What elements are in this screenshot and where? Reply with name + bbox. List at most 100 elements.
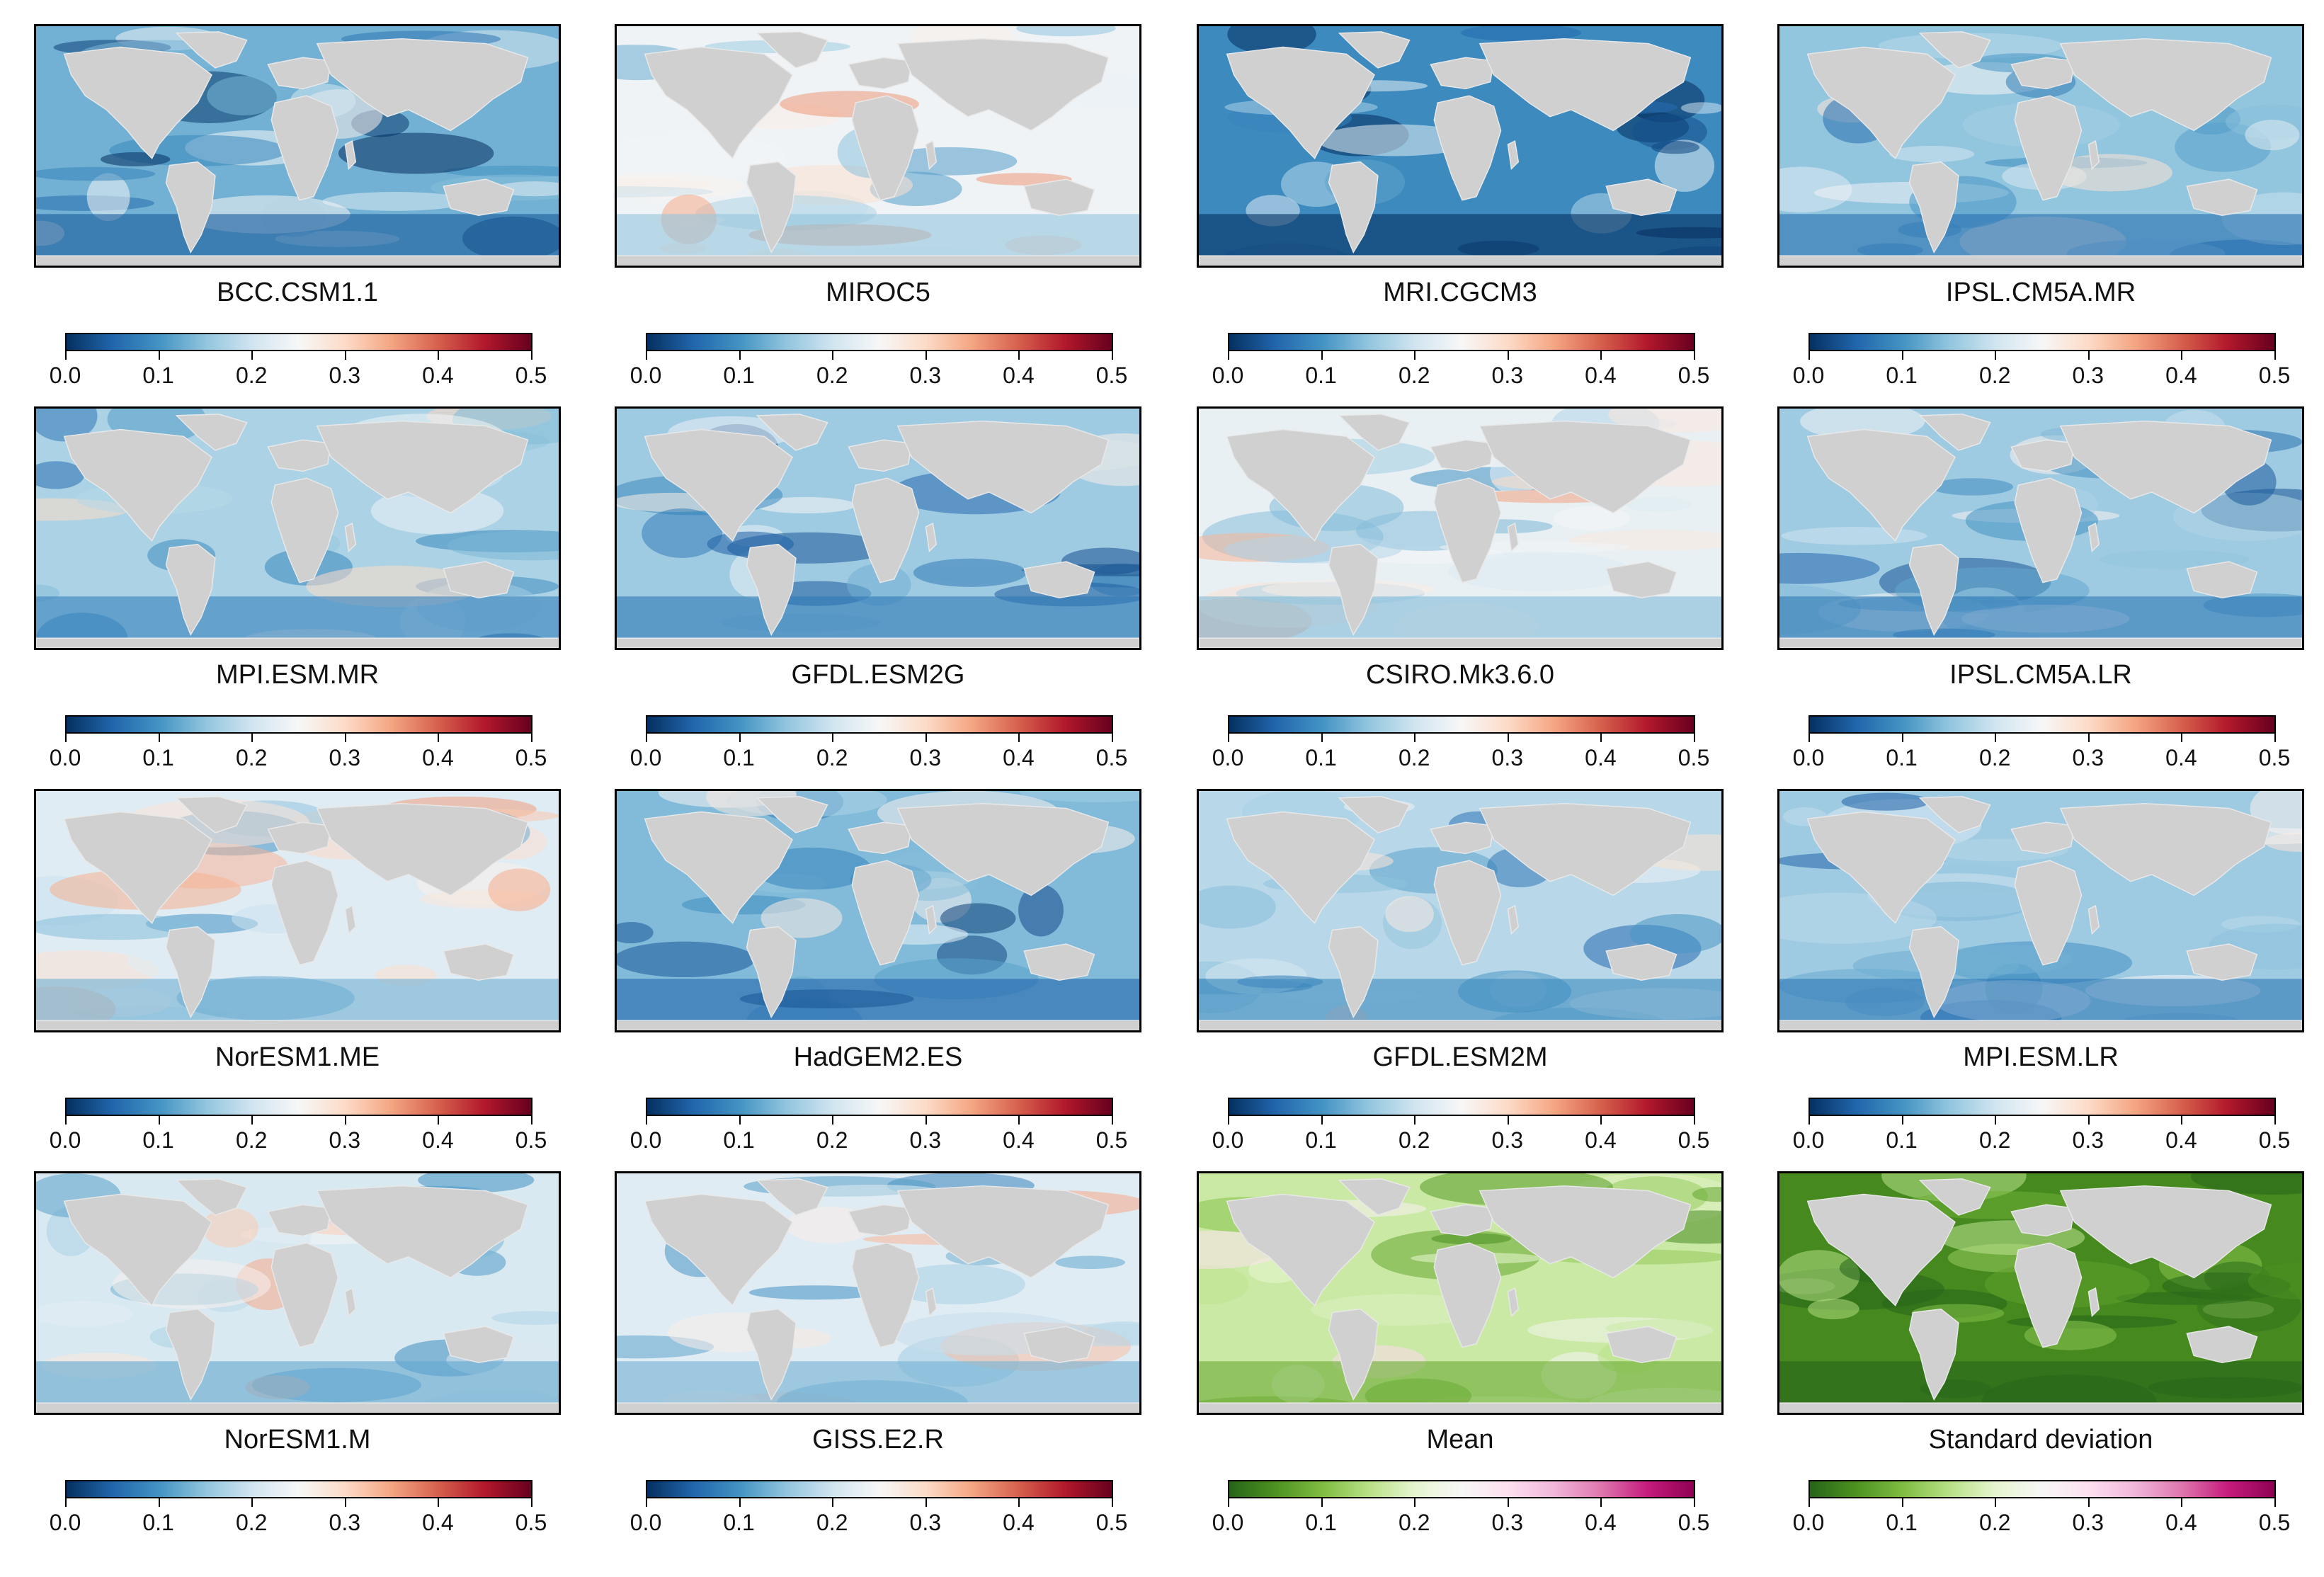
land-mass-5	[1479, 802, 1692, 896]
ocean-anomaly-7	[1808, 1298, 1859, 1320]
colorbar-tick	[65, 351, 67, 360]
colorbar-tick	[1600, 734, 1602, 742]
map-frame	[1777, 24, 2304, 268]
colorbar-tick-label: 0.3	[329, 363, 361, 388]
colorbar-tick	[2087, 734, 2090, 742]
land-mass-4	[1433, 95, 1502, 201]
colorbar-tick-label: 0.2	[816, 363, 848, 388]
land-mass-6	[1605, 1326, 1678, 1364]
land-mass-6	[443, 1326, 515, 1364]
colorbar-tick	[2181, 1498, 2183, 1507]
colorbar-tick	[158, 734, 160, 742]
land-mass-4	[2014, 860, 2083, 966]
panel-title: GFDL.ESM2M	[1372, 1042, 1548, 1072]
land-mass-1	[175, 414, 248, 451]
panel-title: MPI.ESM.LR	[1963, 1042, 2119, 1072]
colorbar-tick-label: 0.3	[2072, 1127, 2104, 1153]
colorbar-tick	[1995, 1498, 1997, 1507]
map-frame	[1197, 406, 1724, 650]
southern-ocean-band	[617, 596, 1139, 639]
colorbar-tick-label: 0.4	[1585, 363, 1617, 388]
land-mass-7	[2087, 523, 2100, 552]
ocean-anomaly-17	[1779, 166, 1852, 213]
colorbar-tick	[65, 1498, 67, 1507]
panel-noresm1-me: NorESM1.ME 0.0 0.1 0.2 0.3 0.4 0.5	[0, 765, 581, 1153]
colorbar-tick	[925, 734, 927, 742]
colorbar-tick	[1414, 351, 1416, 360]
colorbar	[1808, 1480, 2276, 1498]
colorbar-tick	[739, 1116, 741, 1125]
colorbar-tick	[1018, 1498, 1020, 1507]
colorbar-tick	[65, 1116, 67, 1125]
ocean-anomaly-22	[2245, 120, 2300, 151]
ocean-anomaly-25	[1385, 896, 1434, 933]
colorbar	[1808, 1098, 2276, 1116]
colorbar-tick-label: 0.3	[329, 1510, 361, 1535]
colorbar-tick-label: 0.5	[1095, 1127, 1128, 1153]
colorbar-tick-label: 0.2	[1978, 745, 2011, 770]
colorbar-tick-label: 0.5	[1678, 745, 1710, 770]
ocean-anomaly-23	[2248, 1263, 2302, 1299]
colorbar-tick-label: 0.0	[1212, 1127, 1244, 1153]
colorbar-tick-label: 0.4	[422, 745, 454, 770]
land-mass-6	[443, 561, 515, 599]
colorbar-tick-label: 0.0	[630, 1127, 662, 1153]
panel-title: CSIRO.Mk3.6.0	[1365, 660, 1555, 690]
colorbar-tick	[739, 351, 741, 360]
panel-title: HadGEM2.ES	[793, 1042, 963, 1072]
colorbar	[1228, 333, 1695, 351]
land-mass-2	[1908, 161, 1959, 254]
panel-standard-deviation: Standard deviation 0.0 0.1 0.2 0.3 0.4 0.5	[1743, 1147, 2324, 1535]
colorbar-tick-label: 0.1	[1886, 745, 1918, 770]
colorbar-tick	[1112, 351, 1113, 360]
colorbar-tick-label: 0.4	[1585, 745, 1617, 770]
land-mass-4	[270, 95, 339, 201]
colorbar-tick	[2181, 734, 2183, 742]
ocean-anomaly-3	[1889, 145, 1974, 163]
ocean-anomaly-18	[1651, 141, 1700, 154]
ocean-anomaly-15	[1227, 26, 1316, 55]
colorbar	[65, 1098, 532, 1116]
colorbar-tick-label: 0.3	[2072, 1510, 2104, 1535]
map-frame	[34, 1171, 561, 1415]
land-mass-0	[1226, 46, 1375, 159]
southern-ocean-band	[617, 1361, 1139, 1404]
colorbar-tick-label: 0.2	[235, 745, 268, 770]
ocean-anomaly-14	[2048, 154, 2173, 192]
land-mass-2	[165, 161, 216, 254]
land-mass-3	[1430, 1204, 1495, 1237]
colorbar-tick-label: 0.3	[2072, 363, 2104, 388]
southern-ocean-band	[1199, 979, 1721, 1021]
colorbar-tick	[531, 734, 532, 742]
ocean-anomaly-16	[1692, 1187, 1721, 1202]
land-mass-5	[2059, 802, 2272, 896]
land-mass-2	[746, 926, 797, 1018]
land-mass-0	[1806, 46, 1956, 159]
land-mass-3	[267, 57, 332, 90]
colorbar-tick	[646, 734, 647, 742]
colorbar-tick	[1600, 1498, 1602, 1507]
ocean-anomaly-24	[617, 173, 746, 200]
panel-bcc-csm1-1: BCC.CSM1.1 0.0 0.1 0.2 0.3 0.4 0.5	[0, 0, 581, 388]
land-mass-5	[1479, 38, 1692, 132]
land-mass-6	[2186, 178, 2258, 217]
panel-gfdl-esm2m: GFDL.ESM2M 0.0 0.1 0.2 0.3 0.4 0.5	[1163, 765, 1743, 1153]
colorbar-tick-label: 0.5	[2258, 745, 2291, 770]
land-mass-3	[267, 821, 332, 855]
land-mass-0	[644, 46, 793, 159]
colorbar-tick-label: 0.3	[2072, 745, 2104, 770]
colorbar-tick-label: 0.2	[1978, 363, 2011, 388]
land-mass-7	[925, 523, 938, 552]
land-mass-8	[36, 637, 559, 648]
land-mass-5	[316, 38, 529, 132]
land-mass-5	[896, 38, 1110, 132]
southern-ocean-band	[1199, 1361, 1721, 1404]
colorbar-tick	[1901, 1498, 1903, 1507]
southern-ocean-band	[36, 214, 559, 256]
land-mass-5	[896, 420, 1110, 514]
panel-title: IPSL.CM5A.LR	[1949, 660, 2132, 690]
colorbar-tick	[1018, 734, 1020, 742]
colorbar-tick-label: 0.5	[2258, 1510, 2291, 1535]
colorbar-tick-label: 0.3	[1491, 363, 1524, 388]
ocean-anomaly-22	[488, 868, 551, 911]
